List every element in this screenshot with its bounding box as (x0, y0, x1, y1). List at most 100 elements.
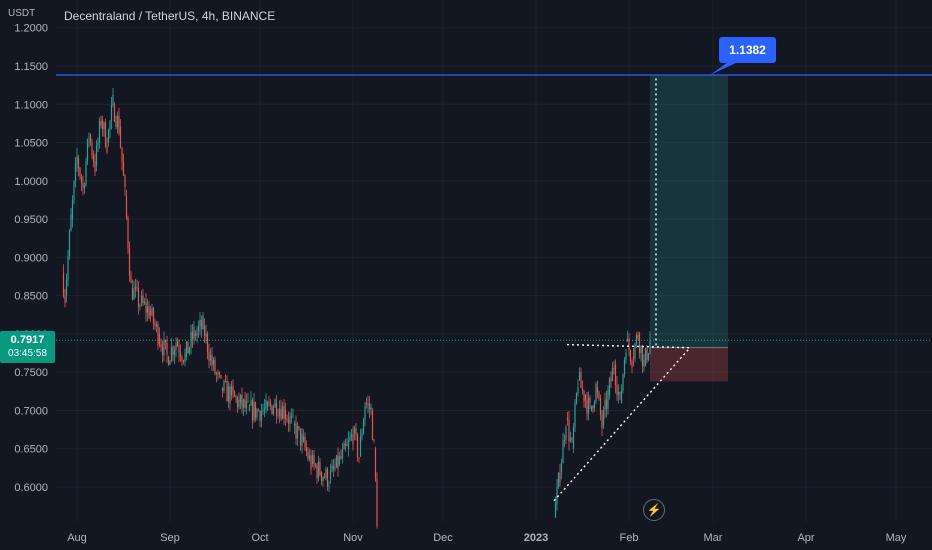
candle-body (293, 423, 296, 426)
candle-body (340, 456, 342, 459)
candle-body (601, 415, 603, 428)
candle-body (317, 461, 320, 478)
candle-body (143, 301, 146, 304)
y-tick-label: 1.1000 (14, 99, 48, 111)
candle-body (134, 286, 137, 289)
candle-body (335, 455, 338, 468)
x-tick-label: 2023 (524, 532, 548, 544)
candle-body (244, 399, 246, 408)
candle-body (260, 411, 263, 421)
y-tick-label: 0.7000 (14, 405, 48, 417)
candle-body (190, 331, 192, 348)
candle-body (364, 405, 366, 421)
candle-body (592, 405, 594, 409)
candle-body (304, 436, 306, 448)
candle-body (557, 472, 560, 488)
candle-body (196, 331, 198, 337)
candle-body (560, 463, 563, 472)
candle-body (320, 471, 323, 481)
candle-body (316, 466, 318, 478)
candle-body (604, 399, 606, 411)
candle-body (595, 383, 597, 402)
candle-body (152, 308, 155, 324)
candle-body (163, 339, 165, 356)
candle-body (308, 455, 311, 460)
candle-body (116, 115, 119, 128)
candle-body (154, 323, 156, 326)
candle-body (238, 399, 240, 408)
candle-body (206, 333, 209, 353)
candle-body (178, 346, 180, 353)
candle-body (74, 163, 77, 182)
candle-body (634, 344, 636, 359)
candle-body (332, 465, 335, 469)
candle-body (556, 487, 558, 504)
candle-body (250, 400, 252, 406)
candle-body (275, 402, 278, 416)
candle-body (292, 414, 294, 416)
lightning-icon[interactable]: ⚡ (643, 499, 665, 521)
candle-body (644, 348, 647, 365)
candle-body (296, 426, 299, 439)
candle-body (242, 399, 245, 408)
candle-body (239, 394, 242, 403)
x-tick-label: Aug (67, 532, 87, 544)
candle-body (197, 326, 200, 332)
candle-body (329, 470, 332, 480)
candle-body (322, 477, 324, 481)
symbol-title[interactable]: Decentraland / TetherUS, 4h, BINANCE (64, 9, 276, 23)
candle-body (164, 339, 167, 343)
candle-body (284, 410, 287, 419)
candle-body (221, 387, 224, 392)
candle-body (101, 119, 104, 130)
candle-body (247, 400, 249, 402)
candle-body (254, 401, 257, 418)
candle-body (194, 333, 197, 337)
candle-body (151, 308, 153, 315)
candle-body (301, 433, 303, 446)
candle-body (127, 217, 129, 249)
candle-body (110, 105, 113, 122)
candle-body (236, 397, 239, 408)
candle-body (568, 419, 570, 442)
candle-body (212, 359, 215, 365)
candle-body (586, 400, 588, 414)
candle-body (355, 428, 357, 435)
x-tick-label: Mar (704, 532, 723, 544)
candle-body (161, 347, 164, 356)
support-trendline (553, 347, 691, 502)
currency-label: USDT (8, 8, 36, 19)
candle-body (578, 372, 581, 380)
candle-body (92, 155, 95, 162)
candle-body (307, 451, 309, 460)
candle-body (215, 373, 218, 375)
candle-body (295, 423, 297, 439)
candle-body (272, 407, 275, 415)
candle-body (173, 350, 176, 356)
candle-body (253, 401, 255, 421)
candle-body (277, 415, 279, 417)
candle-body (245, 400, 248, 408)
candle-body (172, 346, 174, 356)
candle-body (142, 295, 144, 304)
candle-body (259, 410, 261, 421)
candle-body (302, 436, 305, 442)
candle-body (223, 380, 225, 392)
candle-body (311, 455, 314, 465)
candle-body (347, 440, 350, 449)
candle-body (269, 402, 272, 406)
candle-body (625, 352, 627, 360)
candle-body (176, 341, 179, 347)
candle-body (175, 343, 177, 351)
y-tick-label: 0.6500 (14, 444, 48, 456)
price-callout[interactable]: 1.1382 (719, 37, 776, 63)
y-tick-label: 0.7500 (14, 367, 48, 379)
candle-body (202, 315, 204, 329)
x-tick-label: Feb (620, 532, 639, 544)
candle-body (211, 355, 213, 366)
candle-body (643, 360, 645, 367)
candle-body (569, 438, 572, 442)
candle-body (70, 214, 72, 231)
